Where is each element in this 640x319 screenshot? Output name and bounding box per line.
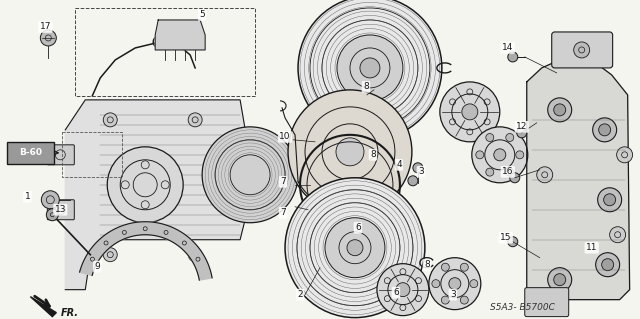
- Text: 7: 7: [280, 208, 286, 217]
- Circle shape: [442, 296, 449, 304]
- Text: 3: 3: [418, 167, 424, 176]
- Text: 2: 2: [297, 290, 303, 299]
- Circle shape: [202, 127, 298, 223]
- Circle shape: [593, 118, 617, 142]
- FancyBboxPatch shape: [47, 145, 74, 165]
- Circle shape: [537, 167, 553, 183]
- Circle shape: [377, 264, 429, 315]
- Polygon shape: [155, 20, 205, 50]
- Circle shape: [347, 240, 363, 256]
- Text: 3: 3: [450, 290, 456, 299]
- Text: 5: 5: [199, 11, 205, 19]
- Circle shape: [188, 248, 202, 262]
- Circle shape: [460, 296, 468, 304]
- Circle shape: [336, 138, 364, 166]
- Circle shape: [103, 113, 117, 127]
- Circle shape: [506, 134, 514, 142]
- Circle shape: [108, 147, 183, 223]
- Circle shape: [188, 113, 202, 127]
- Circle shape: [462, 104, 478, 120]
- Circle shape: [288, 90, 412, 214]
- Circle shape: [413, 163, 423, 173]
- Circle shape: [472, 127, 528, 183]
- Text: 9: 9: [94, 262, 100, 271]
- Circle shape: [470, 280, 478, 288]
- Text: 7: 7: [280, 177, 286, 186]
- Polygon shape: [527, 60, 630, 300]
- Text: 17: 17: [40, 22, 51, 32]
- Circle shape: [476, 151, 484, 159]
- Circle shape: [604, 194, 616, 206]
- Circle shape: [460, 263, 468, 271]
- Text: 4: 4: [396, 160, 402, 169]
- Text: 13: 13: [54, 205, 66, 214]
- FancyBboxPatch shape: [552, 32, 612, 68]
- Circle shape: [598, 188, 621, 212]
- Text: 10: 10: [279, 132, 291, 141]
- Circle shape: [360, 58, 380, 78]
- FancyBboxPatch shape: [47, 200, 74, 220]
- Circle shape: [46, 209, 58, 221]
- Circle shape: [429, 258, 481, 310]
- Circle shape: [494, 149, 506, 161]
- Text: 8: 8: [363, 82, 369, 92]
- Text: 11: 11: [586, 243, 597, 252]
- Text: 12: 12: [516, 122, 527, 131]
- Text: B-60: B-60: [19, 148, 42, 157]
- Polygon shape: [65, 100, 252, 290]
- Circle shape: [617, 147, 632, 163]
- FancyBboxPatch shape: [525, 288, 569, 317]
- Text: 6: 6: [393, 288, 399, 297]
- Circle shape: [40, 30, 56, 46]
- Circle shape: [408, 176, 418, 186]
- Polygon shape: [79, 222, 212, 280]
- Circle shape: [42, 191, 60, 209]
- Circle shape: [506, 168, 514, 176]
- Circle shape: [337, 35, 403, 101]
- Circle shape: [554, 104, 566, 116]
- Text: 14: 14: [502, 43, 513, 52]
- Text: 8: 8: [424, 260, 429, 269]
- Text: S5A3- B5700C: S5A3- B5700C: [490, 303, 555, 312]
- Polygon shape: [30, 297, 56, 317]
- Circle shape: [103, 248, 117, 262]
- Circle shape: [573, 42, 589, 58]
- Circle shape: [548, 268, 572, 292]
- Circle shape: [554, 274, 566, 286]
- Circle shape: [325, 218, 385, 278]
- Circle shape: [602, 259, 614, 271]
- Circle shape: [548, 98, 572, 122]
- Circle shape: [449, 278, 461, 290]
- Circle shape: [516, 151, 524, 159]
- Circle shape: [486, 134, 494, 142]
- Circle shape: [298, 0, 442, 140]
- FancyBboxPatch shape: [8, 142, 54, 164]
- Circle shape: [510, 173, 520, 183]
- Circle shape: [610, 227, 626, 243]
- Circle shape: [516, 128, 527, 138]
- Text: 1: 1: [24, 192, 30, 201]
- Text: FR.: FR.: [60, 308, 78, 318]
- Text: 15: 15: [500, 233, 511, 242]
- Circle shape: [508, 237, 518, 247]
- Circle shape: [442, 263, 449, 271]
- Circle shape: [596, 253, 620, 277]
- Text: 6: 6: [355, 223, 361, 232]
- Circle shape: [508, 52, 518, 62]
- Text: 8: 8: [370, 150, 376, 159]
- Circle shape: [285, 178, 425, 318]
- Circle shape: [598, 124, 611, 136]
- Circle shape: [486, 168, 494, 176]
- Text: 16: 16: [502, 167, 513, 176]
- Circle shape: [432, 280, 440, 288]
- Circle shape: [396, 283, 410, 297]
- Circle shape: [440, 82, 500, 142]
